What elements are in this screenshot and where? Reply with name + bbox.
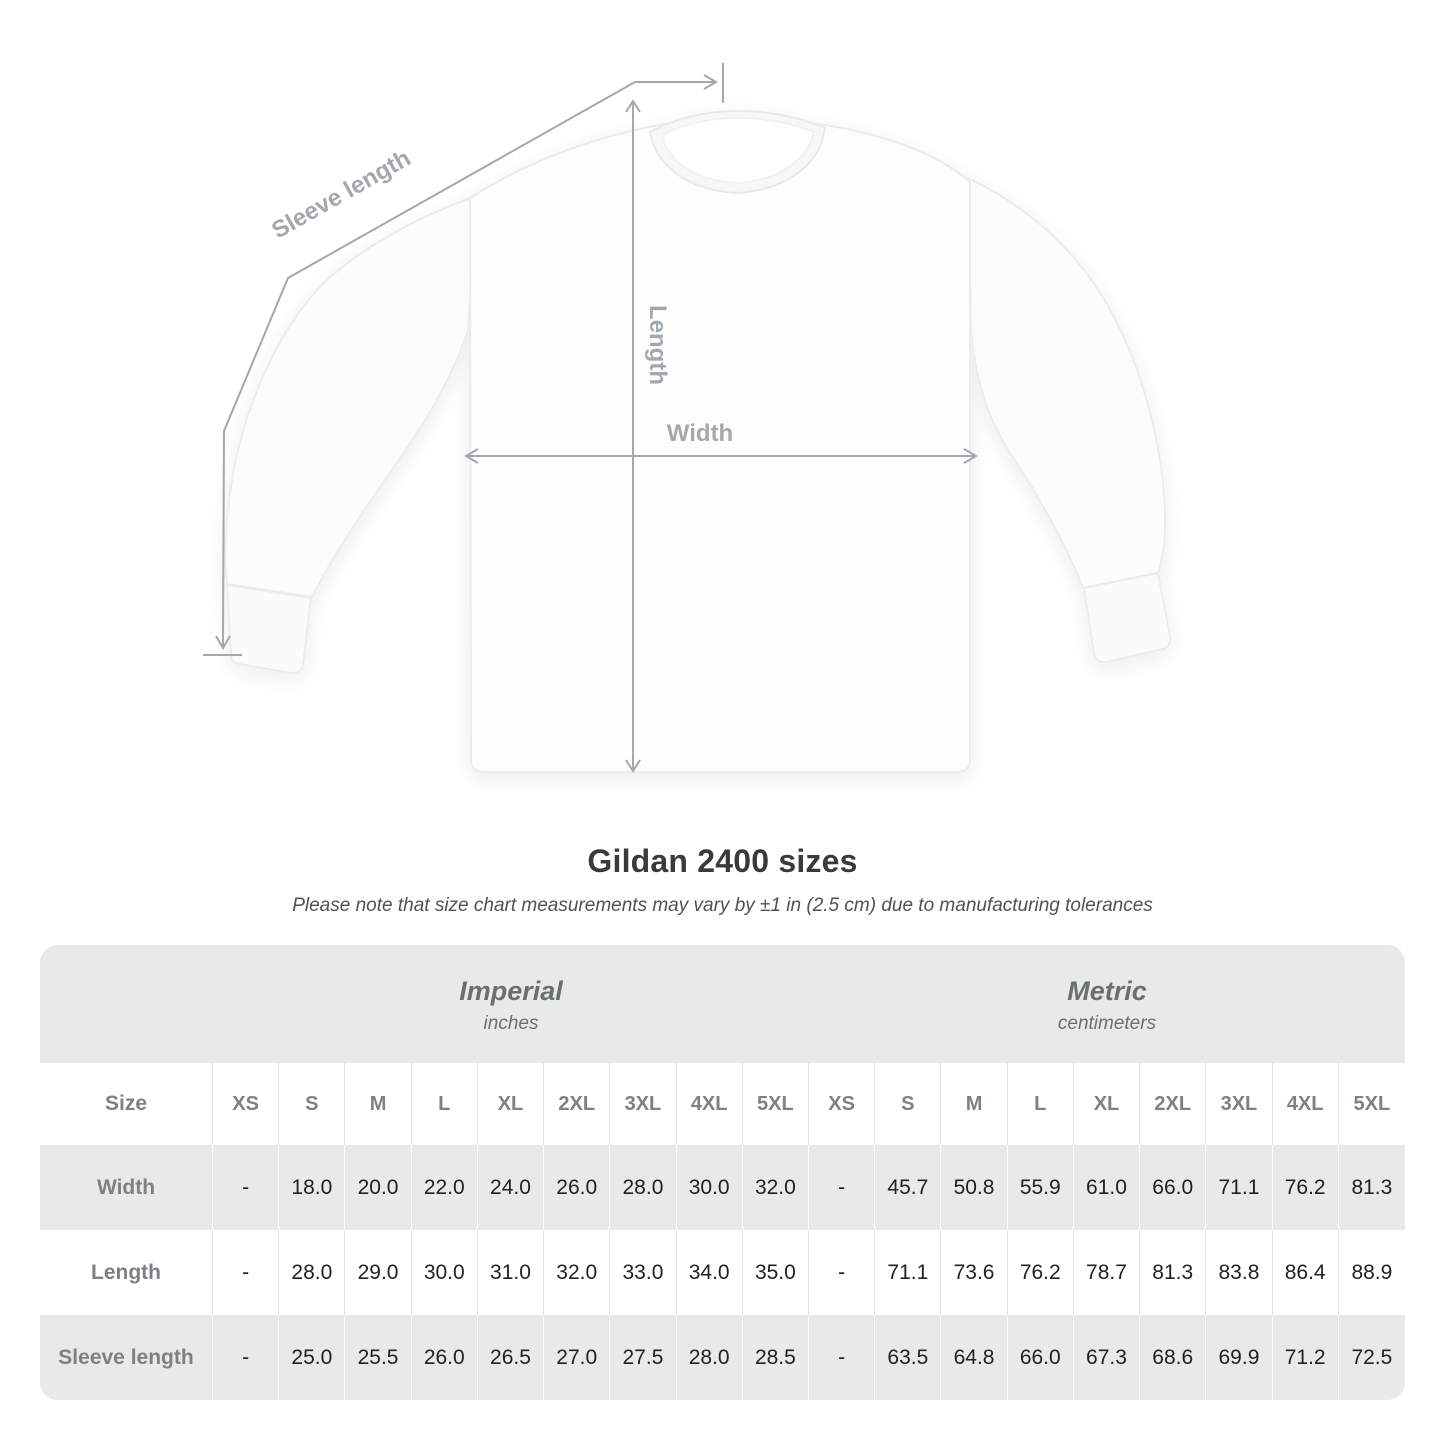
- size-col-header: S: [279, 1063, 346, 1145]
- size-col-header: XS: [808, 1063, 876, 1145]
- size-col-header: 4XL: [1272, 1063, 1339, 1145]
- size-col-header: S: [875, 1063, 942, 1145]
- value-cell: 25.0: [279, 1315, 346, 1400]
- value-cell: 66.0: [1140, 1145, 1207, 1230]
- value-cell: 20.0: [345, 1145, 412, 1230]
- sleeve-length-arrow: [203, 63, 724, 656]
- row-label: Width: [40, 1145, 213, 1230]
- imperial-section-header: Imperial inches: [213, 945, 809, 1063]
- width-arrow: [464, 448, 978, 464]
- value-cell: 71.2: [1272, 1315, 1339, 1400]
- length-arrow: [625, 99, 641, 773]
- value-cell: 26.0: [411, 1315, 478, 1400]
- imperial-unit: inches: [483, 1012, 539, 1034]
- metric-label: Metric: [1067, 975, 1147, 1006]
- value-cell: 72.5: [1338, 1315, 1405, 1400]
- size-col-header: M: [345, 1063, 412, 1145]
- row-label: Sleeve length: [40, 1315, 213, 1400]
- value-cell: 71.1: [1206, 1145, 1273, 1230]
- size-table-grid: Imperial inches Metric centimeters Size …: [40, 945, 1405, 1400]
- size-chart-note: Please note that size chart measurements…: [292, 895, 1153, 916]
- value-cell: 81.3: [1338, 1145, 1405, 1230]
- value-cell: 27.5: [610, 1315, 677, 1400]
- metric-unit: centimeters: [1057, 1012, 1157, 1034]
- value-cell: -: [808, 1315, 876, 1400]
- size-col-header: XL: [477, 1063, 545, 1145]
- shirt-diagram-svg: Sleeve length Length Width: [203, 63, 1172, 773]
- size-col-header: L: [1007, 1063, 1074, 1145]
- value-cell: 32.0: [742, 1145, 809, 1230]
- value-cell: 24.0: [477, 1145, 545, 1230]
- size-col-header: XS: [213, 1063, 280, 1145]
- value-cell: 32.0: [544, 1230, 611, 1315]
- value-cell: 71.1: [875, 1230, 942, 1315]
- value-cell: 86.4: [1272, 1230, 1339, 1315]
- value-cell: -: [213, 1315, 280, 1400]
- size-table: Imperial inches Metric centimeters Size …: [40, 945, 1405, 1400]
- value-cell: 64.8: [941, 1315, 1008, 1400]
- row-label: Length: [40, 1230, 213, 1315]
- value-cell: 76.2: [1272, 1145, 1339, 1230]
- size-col-header: M: [941, 1063, 1008, 1145]
- dimension-lines: [203, 63, 978, 773]
- value-cell: 27.0: [544, 1315, 611, 1400]
- value-cell: 22.0: [411, 1145, 478, 1230]
- value-cell: 73.6: [941, 1230, 1008, 1315]
- value-cell: 31.0: [477, 1230, 545, 1315]
- value-cell: 68.6: [1140, 1315, 1207, 1400]
- value-cell: 18.0: [279, 1145, 346, 1230]
- value-cell: 26.5: [477, 1315, 545, 1400]
- value-cell: -: [213, 1145, 280, 1230]
- table-corner: [40, 945, 213, 1063]
- size-col-header: 2XL: [544, 1063, 611, 1145]
- value-cell: 28.0: [610, 1145, 677, 1230]
- shirt-figure: Sleeve length Length Width: [203, 63, 1172, 773]
- value-cell: 26.0: [544, 1145, 611, 1230]
- value-cell: -: [213, 1230, 280, 1315]
- size-col-header: 2XL: [1140, 1063, 1207, 1145]
- size-col-header: 5XL: [742, 1063, 809, 1145]
- size-chart-title: Gildan 2400 sizes: [587, 843, 858, 879]
- value-cell: 67.3: [1073, 1315, 1141, 1400]
- value-cell: 83.8: [1206, 1230, 1273, 1315]
- value-cell: 35.0: [742, 1230, 809, 1315]
- value-cell: 76.2: [1007, 1230, 1074, 1315]
- value-cell: 81.3: [1140, 1230, 1207, 1315]
- size-header-cell: Size: [40, 1063, 213, 1145]
- value-cell: 28.0: [676, 1315, 743, 1400]
- value-cell: -: [808, 1230, 876, 1315]
- sleeve-length-label: Sleeve length: [267, 145, 415, 245]
- value-cell: 34.0: [676, 1230, 743, 1315]
- value-cell: 29.0: [345, 1230, 412, 1315]
- value-cell: 61.0: [1073, 1145, 1141, 1230]
- value-cell: 66.0: [1007, 1315, 1074, 1400]
- value-cell: 28.0: [279, 1230, 346, 1315]
- value-cell: -: [808, 1145, 876, 1230]
- size-col-header: 3XL: [610, 1063, 677, 1145]
- value-cell: 33.0: [610, 1230, 677, 1315]
- width-label: Width: [667, 420, 733, 447]
- value-cell: 25.5: [345, 1315, 412, 1400]
- size-col-header: 5XL: [1338, 1063, 1405, 1145]
- size-col-header: L: [411, 1063, 478, 1145]
- value-cell: 88.9: [1338, 1230, 1405, 1315]
- value-cell: 45.7: [875, 1145, 942, 1230]
- shirt-illustration: [224, 109, 1172, 773]
- length-label: Length: [644, 305, 671, 385]
- size-col-header: XL: [1073, 1063, 1141, 1145]
- value-cell: 69.9: [1206, 1315, 1273, 1400]
- value-cell: 30.0: [676, 1145, 743, 1230]
- value-cell: 30.0: [411, 1230, 478, 1315]
- value-cell: 55.9: [1007, 1145, 1074, 1230]
- metric-section-header: Metric centimeters: [808, 945, 1405, 1063]
- size-col-header: 3XL: [1206, 1063, 1273, 1145]
- value-cell: 28.5: [742, 1315, 809, 1400]
- size-col-header: 4XL: [676, 1063, 743, 1145]
- imperial-label: Imperial: [459, 975, 563, 1006]
- value-cell: 63.5: [875, 1315, 942, 1400]
- value-cell: 50.8: [941, 1145, 1008, 1230]
- value-cell: 78.7: [1073, 1230, 1141, 1315]
